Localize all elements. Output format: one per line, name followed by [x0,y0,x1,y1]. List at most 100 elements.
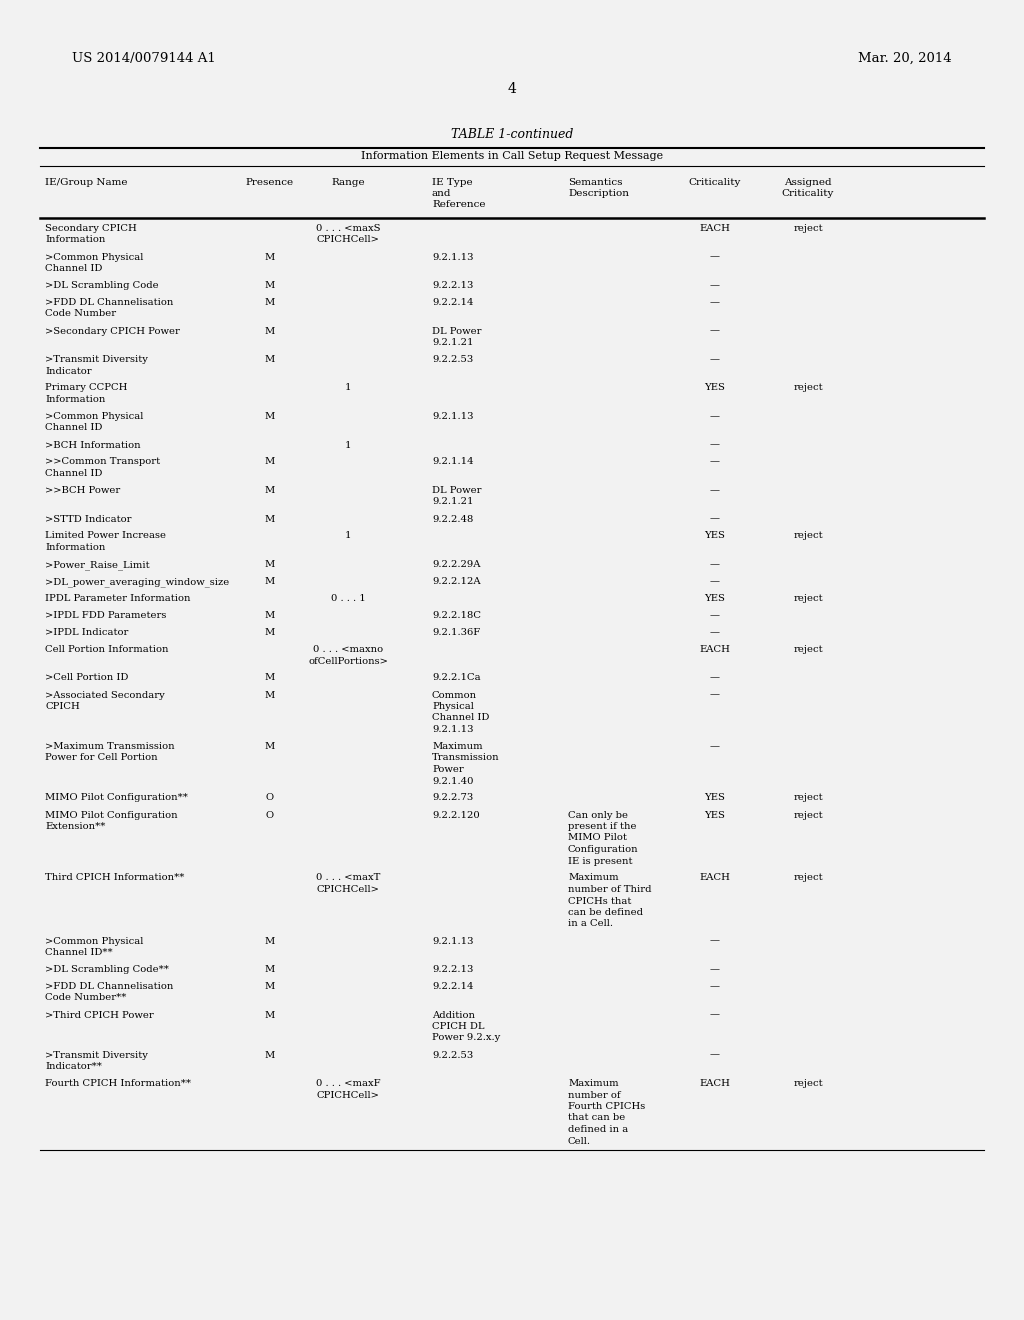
Text: M: M [265,298,275,308]
Text: Channel ID: Channel ID [45,264,102,273]
Text: M: M [265,742,275,751]
Text: and: and [432,189,452,198]
Text: Fourth CPICH Information**: Fourth CPICH Information** [45,1078,191,1088]
Text: M: M [265,982,275,991]
Text: number of Third: number of Third [568,884,651,894]
Text: >Power_Raise_Limit: >Power_Raise_Limit [45,560,150,570]
Text: Information: Information [45,395,105,404]
Text: DL Power: DL Power [432,326,481,335]
Text: MIMO Pilot Configuration**: MIMO Pilot Configuration** [45,793,187,803]
Text: Mar. 20, 2014: Mar. 20, 2014 [858,51,952,65]
Text: —: — [710,458,720,466]
Text: 9.2.1.14: 9.2.1.14 [432,458,474,466]
Text: 9.2.2.13: 9.2.2.13 [432,965,473,974]
Text: M: M [265,486,275,495]
Text: >DL Scrambling Code: >DL Scrambling Code [45,281,159,290]
Text: Channel ID: Channel ID [45,424,102,433]
Text: —: — [710,298,720,308]
Text: O: O [266,810,274,820]
Text: M: M [265,252,275,261]
Text: —: — [710,982,720,991]
Text: Information Elements in Call Setup Request Message: Information Elements in Call Setup Reque… [360,150,664,161]
Text: 0 . . . <maxF: 0 . . . <maxF [315,1078,380,1088]
Text: —: — [710,673,720,682]
Text: —: — [710,441,720,450]
Text: —: — [710,560,720,569]
Text: Code Number: Code Number [45,309,116,318]
Text: —: — [710,1051,720,1060]
Text: >Transmit Diversity: >Transmit Diversity [45,355,147,364]
Text: >FDD DL Channelisation: >FDD DL Channelisation [45,298,173,308]
Text: 9.2.1.21: 9.2.1.21 [432,338,473,347]
Text: 9.2.1.40: 9.2.1.40 [432,776,473,785]
Text: M: M [265,690,275,700]
Text: defined in a: defined in a [568,1125,629,1134]
Text: 9.2.1.13: 9.2.1.13 [432,725,473,734]
Text: 9.2.2.1Ca: 9.2.2.1Ca [432,673,480,682]
Text: reject: reject [794,1078,823,1088]
Text: M: M [265,515,275,524]
Text: Third CPICH Information**: Third CPICH Information** [45,874,184,883]
Text: Limited Power Increase: Limited Power Increase [45,532,166,540]
Text: CPICHCell>: CPICHCell> [316,235,380,244]
Text: number of: number of [568,1090,621,1100]
Text: Common: Common [432,690,477,700]
Text: Cell Portion Information: Cell Portion Information [45,645,169,653]
Text: 1: 1 [345,532,351,540]
Text: Fourth CPICHs: Fourth CPICHs [568,1102,645,1111]
Text: 1: 1 [345,441,351,450]
Text: —: — [710,742,720,751]
Text: >BCH Information: >BCH Information [45,441,140,450]
Text: —: — [710,611,720,620]
Text: 9.2.2.18C: 9.2.2.18C [432,611,481,620]
Text: >IPDL FDD Parameters: >IPDL FDD Parameters [45,611,166,620]
Text: Semantics: Semantics [568,178,623,187]
Text: >STTD Indicator: >STTD Indicator [45,515,131,524]
Text: CPICH: CPICH [45,702,80,711]
Text: reject: reject [794,645,823,653]
Text: EACH: EACH [699,645,730,653]
Text: 0 . . . 1: 0 . . . 1 [331,594,366,603]
Text: reject: reject [794,810,823,820]
Text: >FDD DL Channelisation: >FDD DL Channelisation [45,982,173,991]
Text: >Common Physical: >Common Physical [45,252,143,261]
Text: reject: reject [794,224,823,234]
Text: 0 . . . <maxno: 0 . . . <maxno [313,645,383,653]
Text: 9.2.2.73: 9.2.2.73 [432,793,473,803]
Text: Range: Range [331,178,365,187]
Text: M: M [265,1011,275,1019]
Text: Information: Information [45,235,105,244]
Text: 9.2.2.53: 9.2.2.53 [432,355,473,364]
Text: CPICHCell>: CPICHCell> [316,884,380,894]
Text: >Associated Secondary: >Associated Secondary [45,690,165,700]
Text: 9.2.2.120: 9.2.2.120 [432,810,480,820]
Text: —: — [710,577,720,586]
Text: 0 . . . <maxS: 0 . . . <maxS [315,224,380,234]
Text: M: M [265,965,275,974]
Text: >Secondary CPICH Power: >Secondary CPICH Power [45,326,180,335]
Text: can be defined: can be defined [568,908,643,917]
Text: —: — [710,628,720,638]
Text: YES: YES [705,810,725,820]
Text: 9.2.2.53: 9.2.2.53 [432,1051,473,1060]
Text: reject: reject [794,384,823,392]
Text: M: M [265,936,275,945]
Text: 9.2.2.14: 9.2.2.14 [432,298,473,308]
Text: present if the: present if the [568,822,637,832]
Text: >>BCH Power: >>BCH Power [45,486,120,495]
Text: >>Common Transport: >>Common Transport [45,458,160,466]
Text: 9.2.2.48: 9.2.2.48 [432,515,473,524]
Text: Criticality: Criticality [689,178,741,187]
Text: 9.2.2.29A: 9.2.2.29A [432,560,480,569]
Text: M: M [265,673,275,682]
Text: US 2014/0079144 A1: US 2014/0079144 A1 [72,51,216,65]
Text: Configuration: Configuration [568,845,639,854]
Text: 9.2.2.12A: 9.2.2.12A [432,577,480,586]
Text: >Common Physical: >Common Physical [45,936,143,945]
Text: M: M [265,281,275,290]
Text: —: — [710,936,720,945]
Text: Indicator**: Indicator** [45,1063,101,1071]
Text: CPICH DL: CPICH DL [432,1022,484,1031]
Text: IE/Group Name: IE/Group Name [45,178,128,187]
Text: M: M [265,326,275,335]
